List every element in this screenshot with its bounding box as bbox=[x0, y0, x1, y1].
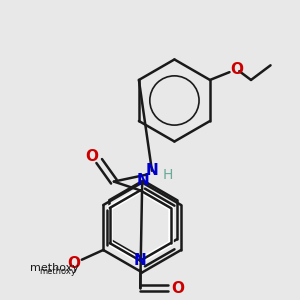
Text: O: O bbox=[68, 256, 80, 271]
Text: O: O bbox=[230, 62, 243, 77]
Text: methoxy: methoxy bbox=[39, 267, 76, 276]
Text: H: H bbox=[162, 168, 173, 182]
Text: O: O bbox=[85, 149, 98, 164]
Text: N: N bbox=[137, 173, 149, 188]
Text: N: N bbox=[134, 253, 147, 268]
Text: O: O bbox=[171, 280, 184, 296]
Text: methoxy: methoxy bbox=[30, 262, 79, 272]
Text: N: N bbox=[146, 163, 158, 178]
